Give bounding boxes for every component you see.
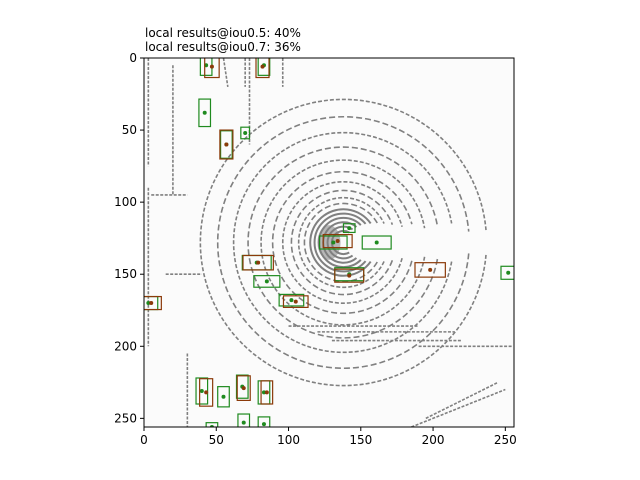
- ground-truth-box: [198, 98, 212, 128]
- lidar-ring: [313, 212, 367, 273]
- prediction-box: [322, 233, 353, 249]
- y-tick-label: 100: [114, 195, 137, 209]
- ground-truth-box: [257, 416, 271, 427]
- prediction-box-center: [335, 239, 340, 244]
- lidar-ring: [216, 115, 470, 370]
- ground-truth-box-center: [347, 226, 352, 231]
- ground-truth-box-center: [202, 110, 207, 115]
- ground-truth-box: [220, 130, 233, 159]
- chart-title-line-1: local results@iou0.5: 40%: [145, 26, 301, 40]
- ground-truth-box-center: [264, 279, 269, 284]
- prediction-box-center: [209, 64, 214, 69]
- ground-truth-box-center: [261, 390, 266, 395]
- x-tick-label: 250: [494, 433, 517, 447]
- ground-truth-box: [361, 235, 392, 250]
- prediction-box-center: [256, 260, 261, 265]
- prediction-box-center: [224, 142, 229, 147]
- x-tick-label: 150: [349, 433, 372, 447]
- prediction-box-center: [149, 301, 154, 306]
- y-tick-label: 150: [114, 267, 137, 281]
- prediction-box-center: [241, 386, 246, 391]
- ground-truth-box-center: [243, 130, 248, 135]
- plot-content: [144, 58, 514, 427]
- y-tick-label: 50: [122, 123, 137, 137]
- x-tick-label: 50: [209, 433, 224, 447]
- prediction-box: [282, 295, 309, 308]
- prediction-box: [236, 375, 251, 402]
- ground-truth-box: [257, 58, 271, 76]
- lidar-structure: [411, 388, 506, 427]
- ground-truth-box: [278, 293, 305, 307]
- x-tick-label: 200: [422, 433, 445, 447]
- prediction-box: [260, 380, 274, 405]
- lidar-ring: [271, 170, 413, 315]
- prediction-box-center: [347, 273, 352, 278]
- lidar-structure: [222, 58, 229, 87]
- lidar-ring: [290, 189, 394, 296]
- ground-truth-box: [205, 422, 219, 427]
- plot-area: [144, 58, 514, 427]
- prediction-box: [334, 268, 365, 283]
- prediction-box: [204, 58, 220, 79]
- plot-frame: [143, 57, 515, 428]
- prediction-box-center: [204, 390, 209, 395]
- prediction-box: [199, 378, 214, 407]
- y-tick-label: 250: [114, 411, 137, 425]
- ground-truth-box: [235, 374, 249, 399]
- ground-truth-box: [342, 223, 356, 234]
- lidar-ring: [281, 181, 403, 304]
- prediction-box: [219, 129, 234, 160]
- ground-truth-box: [319, 235, 348, 250]
- ground-truth-box: [237, 413, 251, 427]
- ground-truth-box-center: [506, 270, 511, 275]
- y-tick-label: 0: [129, 51, 137, 65]
- prediction-box: [144, 295, 162, 311]
- ground-truth-box-center: [146, 301, 151, 306]
- prediction-box: [414, 262, 446, 278]
- ground-truth-box-center: [289, 298, 294, 303]
- ground-truth-box-center: [374, 240, 379, 245]
- prediction-box: [242, 254, 274, 271]
- x-tick-label: 0: [140, 433, 148, 447]
- chart-title-line-2: local results@iou0.7: 36%: [145, 40, 301, 54]
- lidar-ring: [247, 146, 439, 339]
- ground-truth-box-center: [261, 422, 266, 427]
- prediction-box-center: [428, 267, 433, 272]
- ground-truth-box: [500, 265, 514, 280]
- lidar-ring: [199, 98, 487, 387]
- prediction-box-center: [293, 299, 298, 304]
- prediction-box: [255, 58, 270, 79]
- ground-truth-box: [217, 386, 230, 408]
- ground-truth-box: [240, 126, 251, 140]
- ground-truth-box-center: [241, 420, 246, 425]
- ground-truth-box: [195, 377, 209, 405]
- y-tick-label: 200: [114, 339, 137, 353]
- ground-truth-box-center: [221, 394, 226, 399]
- ground-truth-box-center: [331, 240, 336, 245]
- ground-truth-box: [253, 275, 281, 288]
- lidar-ring: [297, 196, 385, 289]
- prediction-box-center: [260, 64, 265, 69]
- x-tick-label: 100: [277, 433, 300, 447]
- prediction-box-center: [264, 390, 269, 395]
- ground-truth-box-center: [199, 388, 204, 393]
- lidar-dense-center: [317, 225, 341, 260]
